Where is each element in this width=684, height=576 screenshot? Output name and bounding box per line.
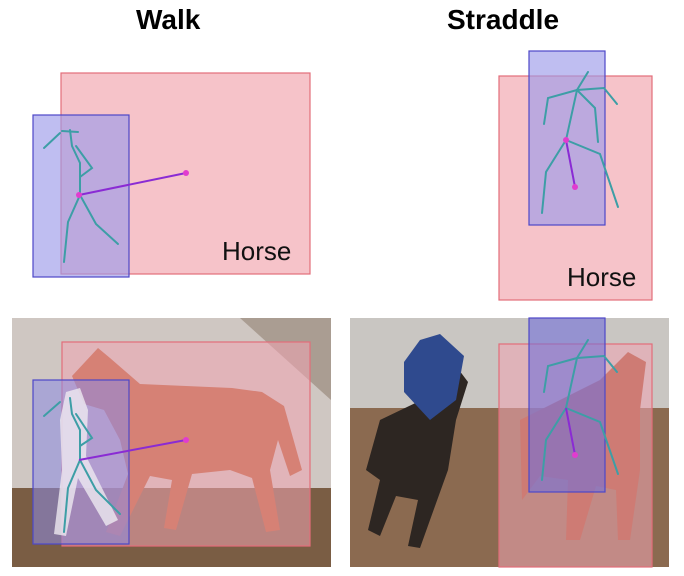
person-skeleton <box>43 129 119 263</box>
interaction-link <box>78 172 187 196</box>
person-silhouette <box>54 388 118 536</box>
interaction-link <box>78 439 187 461</box>
horse-label-straddle: Horse <box>567 262 637 292</box>
interaction-link <box>565 407 576 456</box>
straddle-photo <box>350 317 669 568</box>
rider-left-silhouette <box>404 334 464 420</box>
person-center-dot <box>76 192 82 198</box>
person-center-dot <box>563 137 569 143</box>
straddle-schematic <box>498 50 653 301</box>
title-straddle: Straddle <box>447 4 560 35</box>
interaction-link <box>565 139 576 188</box>
horse-center-dot <box>183 170 189 176</box>
walk-schematic <box>32 72 311 278</box>
horse-center-dot <box>572 184 578 190</box>
horse-label-walk: Horse <box>222 236 292 266</box>
dark-horse-silhouette <box>366 366 468 548</box>
person-skeleton <box>43 397 121 533</box>
title-walk: Walk <box>136 4 201 35</box>
walk-photo <box>12 318 331 567</box>
